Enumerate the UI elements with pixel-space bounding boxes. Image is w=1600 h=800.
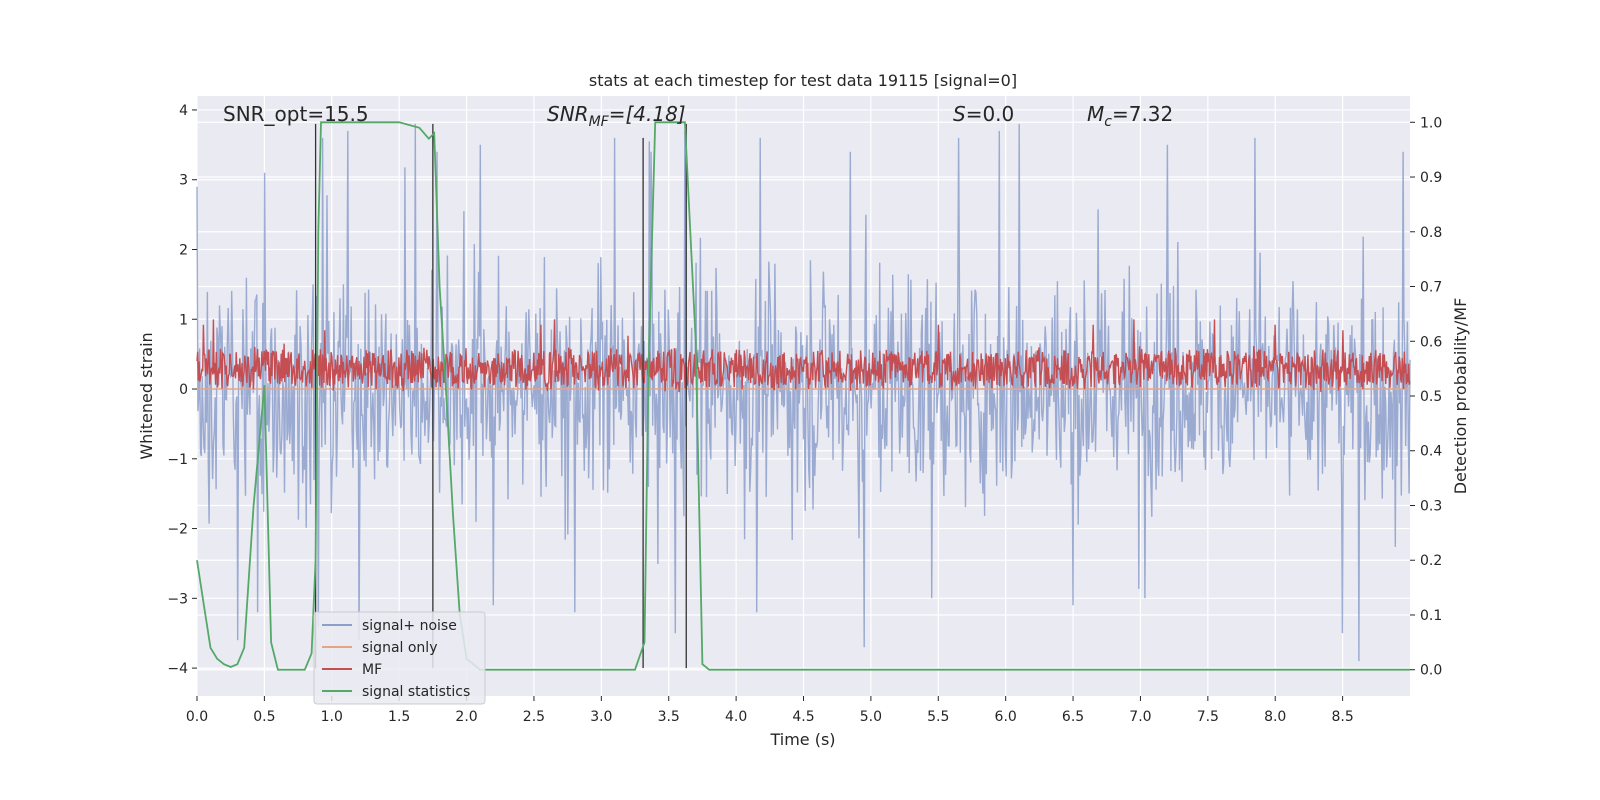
y2-tick-label: 0.8 bbox=[1420, 225, 1442, 241]
x-tick-label: 6.5 bbox=[1062, 709, 1084, 725]
x-tick-label: 3.5 bbox=[658, 709, 680, 725]
snr-mf-subscript: MF bbox=[589, 114, 610, 130]
s-rest: =0.0 bbox=[966, 102, 1015, 126]
legend-label-signal-statistics: signal statistics bbox=[362, 684, 470, 700]
series-signal-noise bbox=[196, 123, 1411, 662]
y-tick-label: −3 bbox=[167, 591, 188, 607]
series-mf bbox=[196, 319, 1411, 392]
x-tick-label: 5.0 bbox=[860, 709, 882, 725]
x-tick-label: 6.0 bbox=[995, 709, 1017, 725]
x-tick-label: 4.5 bbox=[792, 709, 814, 725]
x-axis-label: Time (s) bbox=[769, 730, 835, 749]
x-tick-label: 5.5 bbox=[927, 709, 949, 725]
legend-box bbox=[313, 611, 486, 705]
legend-label-signal-only: signal only bbox=[362, 640, 437, 656]
x-tick-label: 4.0 bbox=[725, 709, 747, 725]
x-tick-label: 1.0 bbox=[321, 709, 343, 725]
x-tick-label: 0.0 bbox=[186, 709, 208, 725]
mc-subscript: c bbox=[1104, 114, 1112, 130]
y2-tick-label: 1.0 bbox=[1420, 115, 1442, 131]
s-base: S bbox=[953, 102, 966, 126]
y2-tick-label: 0.2 bbox=[1420, 553, 1442, 569]
y2-tick-label: 0.4 bbox=[1420, 444, 1442, 460]
y2-tick-label: 0.5 bbox=[1420, 389, 1442, 405]
y2-tick-label: 0.0 bbox=[1420, 663, 1442, 679]
snr-mf-base: SNR bbox=[547, 102, 589, 126]
y-tick-label: 0 bbox=[179, 382, 188, 398]
y-axis-label: Whitened strain bbox=[137, 332, 156, 459]
ticks-layer: 0.0 0.5 1.0 1.5 2.0 2.5 3.0 3.5 4.0 4.5 5.0 5.5 6.0 6… bbox=[167, 103, 1442, 725]
y2-axis-label: Detection probability/MF bbox=[1451, 298, 1470, 495]
legend: signal+ noise signal only MF signal stat… bbox=[313, 611, 486, 705]
x-tick-label: 7.0 bbox=[1129, 709, 1151, 725]
y2-tick-label: 0.7 bbox=[1420, 280, 1442, 296]
snr-opt-annotation: SNR_opt=15.5 bbox=[223, 102, 369, 126]
x-tick-label: 3.0 bbox=[590, 709, 612, 725]
s-annotation: S=0.0 bbox=[953, 102, 1014, 126]
chart-title: stats at each timestep for test data 191… bbox=[589, 71, 1017, 90]
x-tick-label: 2.5 bbox=[523, 709, 545, 725]
y-tick-label: 3 bbox=[179, 173, 188, 189]
x-tick-label: 1.5 bbox=[388, 709, 410, 725]
y2-tick-label: 0.3 bbox=[1420, 498, 1442, 514]
x-tick-label: 7.5 bbox=[1197, 709, 1219, 725]
y-tick-label: −1 bbox=[167, 452, 188, 468]
legend-label-signal-noise: signal+ noise bbox=[362, 618, 457, 634]
series-signal-statistics bbox=[196, 121, 1410, 671]
snr-mf-rest: =[4.18] bbox=[609, 102, 686, 126]
mc-annotation: Mc=7.32 bbox=[1087, 102, 1173, 130]
x-tick-label: 8.5 bbox=[1331, 709, 1353, 725]
mc-base: M bbox=[1087, 102, 1104, 126]
y-tick-label: −4 bbox=[167, 661, 188, 677]
y-tick-label: 1 bbox=[179, 312, 188, 328]
legend-label-mf: MF bbox=[362, 662, 382, 678]
y2-tick-label: 0.1 bbox=[1420, 608, 1442, 624]
snr-mf-annotation: SNRMF=[4.18] bbox=[547, 102, 686, 130]
y-tick-label: 4 bbox=[179, 103, 188, 119]
y2-tick-label: 0.6 bbox=[1420, 334, 1442, 350]
mc-rest: =7.32 bbox=[1112, 102, 1173, 126]
x-tick-label: 0.5 bbox=[253, 709, 275, 725]
series-layer bbox=[196, 121, 1411, 671]
y-tick-label: −2 bbox=[167, 522, 188, 538]
x-tick-label: 2.0 bbox=[455, 709, 477, 725]
y2-tick-label: 0.9 bbox=[1420, 170, 1442, 186]
y-tick-label: 2 bbox=[179, 242, 188, 258]
x-tick-label: 8.0 bbox=[1264, 709, 1286, 725]
